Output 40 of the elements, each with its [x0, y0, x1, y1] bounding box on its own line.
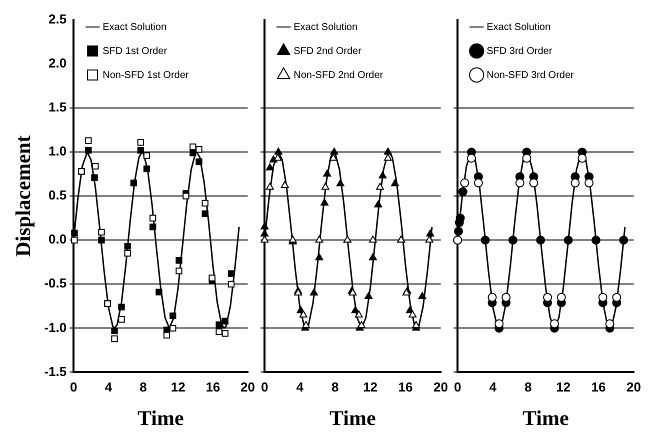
y-tick-label: -1.5 [44, 364, 67, 379]
y-tick-label: 1.5 [48, 100, 67, 115]
x-tick-label: 0 [261, 380, 268, 395]
y-tick-label: 0.0 [48, 232, 67, 247]
x-tick-label: 20 [240, 380, 256, 395]
y-tick-label: 1.0 [48, 144, 67, 159]
y-tick-label: -0.5 [44, 276, 67, 291]
x-tick-label: 16 [591, 380, 606, 395]
x-axis-title: Time [330, 406, 376, 430]
x-tick-label: 20 [434, 380, 448, 395]
x-tick-label: 12 [363, 380, 378, 395]
legend-label: Non-SFD 3rd Order [486, 70, 575, 81]
x-tick-label: 0 [454, 380, 462, 395]
y-tick-label: -1.0 [44, 320, 67, 335]
y-tick-label: 2.5 [48, 12, 67, 27]
x-tick-label: 4 [104, 380, 113, 395]
x-tick-label: 8 [524, 380, 532, 395]
x-tick-label: 4 [489, 380, 498, 395]
y-axis-title: Displacement [11, 135, 36, 257]
x-tick-label: 0 [70, 380, 78, 395]
x-axis-title: Time [138, 406, 184, 430]
x-tick-label: 16 [206, 380, 220, 395]
x-tick-label: 20 [626, 380, 642, 395]
x-tick-label: 16 [398, 380, 413, 395]
legend-label: SFD 3rd Order [486, 46, 553, 57]
legend-label: Exact Solution [294, 22, 358, 33]
legend-label: Exact Solution [486, 22, 551, 33]
x-tick-label: 8 [331, 380, 339, 395]
legend-label: SFD 2nd Order [294, 46, 362, 57]
x-tick-label: 4 [296, 380, 304, 395]
y-tick-label: 2.0 [48, 56, 67, 71]
x-axis-title: Time [522, 406, 569, 430]
legend-label: Non-SFD 2nd Order [294, 70, 384, 81]
x-tick-label: 8 [140, 380, 147, 395]
legend-label: Non-SFD 1st Order [102, 70, 190, 81]
x-tick-label: 12 [170, 380, 186, 395]
legend-label: Exact Solution [102, 22, 167, 33]
legend-label: SFD 1st Order [102, 46, 168, 57]
y-tick-label: 0.5 [48, 188, 67, 203]
x-tick-label: 12 [556, 380, 571, 395]
